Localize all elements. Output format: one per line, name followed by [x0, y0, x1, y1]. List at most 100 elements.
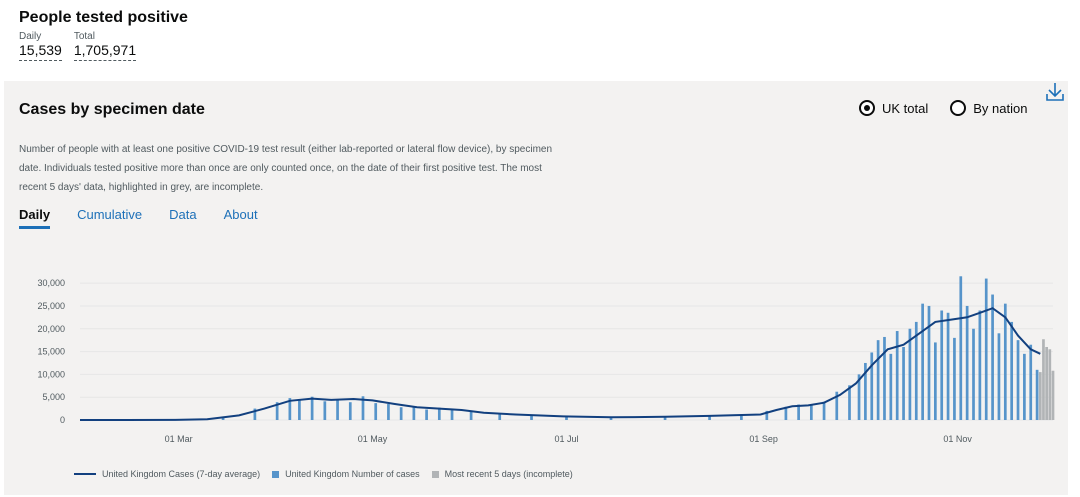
case-bar [927, 305, 931, 420]
case-bar [765, 410, 769, 420]
case-bar [336, 399, 339, 420]
daily-value[interactable]: 15,539 [19, 42, 62, 61]
case-bar [895, 331, 899, 420]
x-tick-label: 01 Nov [943, 434, 972, 444]
case-bar [835, 391, 839, 420]
case-bar [822, 401, 826, 420]
case-bar [889, 353, 893, 420]
case-bar [310, 396, 314, 420]
legend-line-label: United Kingdom Cases (7-day average) [102, 469, 261, 479]
headline-summary: People tested positive Daily 15,539 Tota… [19, 7, 188, 61]
incomplete-bar [1045, 347, 1048, 420]
incomplete-bar [1042, 339, 1045, 420]
legend-item-bars[interactable]: United Kingdom Number of cases [272, 469, 420, 479]
case-bar [848, 385, 851, 420]
y-tick-label: 15,000 [37, 347, 65, 357]
radio-unselected-icon[interactable] [950, 100, 967, 116]
case-bar [1010, 321, 1014, 420]
case-bar [348, 402, 352, 420]
daily-label: Daily [19, 31, 42, 42]
radio-selected-icon[interactable] [859, 100, 875, 116]
chart-description: Number of people with at least one posit… [19, 144, 553, 193]
x-tick-label: 01 Jul [554, 434, 578, 444]
case-bar [940, 310, 944, 420]
case-bar [902, 347, 905, 420]
total-value[interactable]: 1,705,971 [73, 42, 137, 61]
case-bar [959, 276, 963, 420]
y-tick-label: 10,000 [37, 369, 65, 379]
case-bar [797, 404, 800, 420]
case-bar [708, 415, 711, 420]
case-bar [908, 328, 912, 420]
case-bar [864, 362, 867, 420]
case-bar [978, 310, 982, 420]
x-tick-label: 01 May [358, 434, 388, 444]
case-bar [953, 337, 956, 420]
tab-about[interactable]: About [223, 207, 258, 222]
case-bar [399, 407, 403, 420]
card-title: Cases by specimen date [19, 101, 205, 118]
case-bar [946, 312, 950, 420]
case-bar [298, 400, 301, 420]
legend-item-incomplete[interactable]: Most recent 5 days (incomplete) [431, 469, 573, 479]
cases-card: Cases by specimen date UK total By natio… [4, 81, 1068, 495]
tab-cumulative[interactable]: Cumulative [77, 207, 143, 222]
case-bar [883, 336, 886, 420]
case-bar [565, 416, 568, 420]
case-bar [450, 409, 454, 420]
y-tick-label: 20,000 [37, 324, 65, 334]
case-bar [221, 416, 225, 420]
legend-incomplete-label: Most recent 5 days (incomplete) [444, 469, 573, 479]
y-tick-label: 0 [60, 415, 65, 425]
case-bar [740, 414, 743, 420]
case-bar [275, 402, 279, 420]
case-bar [1016, 340, 1020, 420]
radio-uk-label: UK total [882, 100, 929, 116]
legend-incomplete-swatch [431, 470, 439, 478]
case-bar [288, 398, 292, 420]
incomplete-bar [1051, 370, 1055, 420]
case-bar [1003, 303, 1007, 420]
download-icon[interactable] [1045, 81, 1065, 103]
case-bar [323, 401, 327, 420]
x-tick-label: 01 Sep [749, 434, 778, 444]
case-bar [921, 303, 924, 420]
case-bar [412, 406, 416, 420]
headline-title: People tested positive [19, 9, 188, 26]
case-bar [437, 407, 441, 420]
chart-tabs: Daily Cumulative Data About [19, 207, 258, 229]
case-bar [933, 342, 937, 420]
radio-uk-total[interactable]: UK total [859, 100, 928, 116]
chart-legend: United Kingdom Cases (7-day average) Uni… [74, 469, 573, 479]
radio-by-nation[interactable]: By nation [950, 100, 1027, 116]
case-bar [857, 374, 861, 420]
case-bar [914, 321, 918, 420]
case-bar [469, 411, 473, 420]
radio-nation-label: By nation [973, 100, 1028, 116]
case-bar [387, 404, 390, 420]
case-bar [984, 278, 988, 420]
cases-chart: 0 5,000 10,000 15,000 20,000 25,000 30,000 01 M… [37, 276, 1055, 444]
case-bar [784, 406, 788, 420]
seven-day-average-line [79, 307, 1041, 421]
case-bar [609, 417, 613, 420]
legend-bar-swatch [272, 470, 280, 478]
case-bar [876, 340, 880, 420]
case-bar [1035, 369, 1039, 420]
total-metric: Total 1,705,971 [73, 31, 137, 61]
case-bar [991, 294, 994, 420]
incomplete-bar [1038, 372, 1042, 420]
case-bar [253, 408, 257, 420]
total-label: Total [73, 31, 95, 42]
case-bar [374, 403, 378, 420]
tab-data[interactable]: Data [169, 207, 197, 222]
legend-item-line[interactable]: United Kingdom Cases (7-day average) [74, 469, 260, 479]
y-tick-label: 30,000 [37, 278, 65, 288]
case-bar [663, 416, 667, 420]
case-bar [498, 414, 502, 420]
area-radio-group: UK total By nation [859, 100, 1027, 116]
case-bar [870, 352, 874, 420]
case-bar [530, 415, 533, 420]
tab-daily[interactable]: Daily [19, 207, 51, 229]
case-bar [425, 409, 428, 420]
